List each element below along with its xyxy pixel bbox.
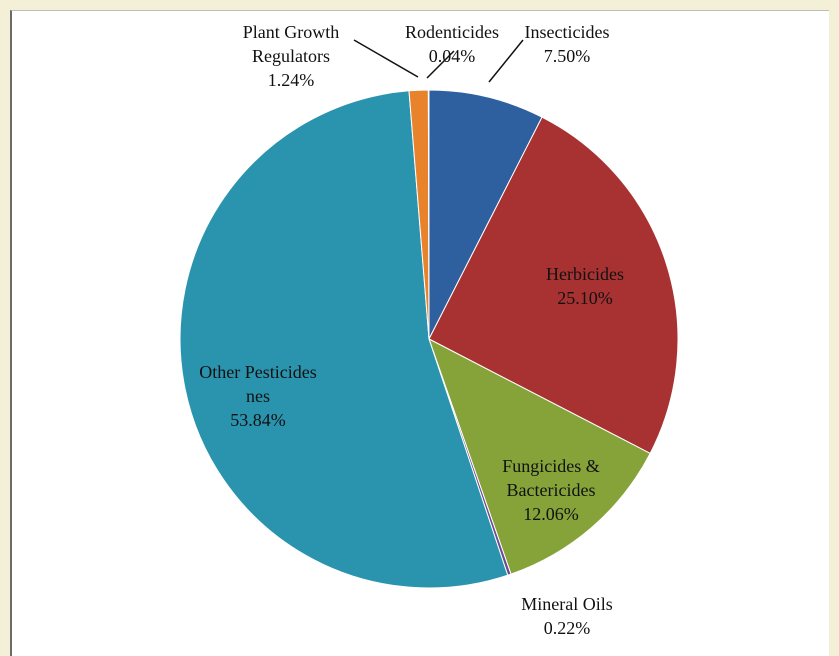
pie-slice-herbicides bbox=[428, 116, 679, 455]
slice-label-insecticides: Insecticides 7.50% bbox=[525, 22, 610, 66]
slice-label-rodenticides: Rodenticides 0.04% bbox=[405, 22, 499, 66]
pie-slice-rodenticides bbox=[427, 89, 430, 340]
pie-slice-other-pesticides-nes bbox=[179, 90, 509, 589]
pie-slice-fungicides-bactericides bbox=[428, 337, 651, 575]
pie-slice-insecticides bbox=[428, 89, 543, 340]
slice-label-plant-growth-regulators: Plant Growth Regulators 1.24% bbox=[243, 22, 340, 90]
slice-label-mineral-oils: Mineral Oils 0.22% bbox=[521, 594, 613, 638]
slice-label-fungicides-bactericides: Fungicides & Bactericides 12.06% bbox=[502, 456, 600, 524]
leader-line-rodenticides bbox=[426, 50, 455, 79]
slice-label-herbicides: Herbicides 25.10% bbox=[546, 264, 624, 308]
slice-label-other-pesticides-nes: Other Pesticides nes 53.84% bbox=[199, 362, 316, 430]
leader-line-plant-growth-regulators bbox=[353, 39, 419, 78]
leader-line-insecticides bbox=[488, 39, 524, 83]
